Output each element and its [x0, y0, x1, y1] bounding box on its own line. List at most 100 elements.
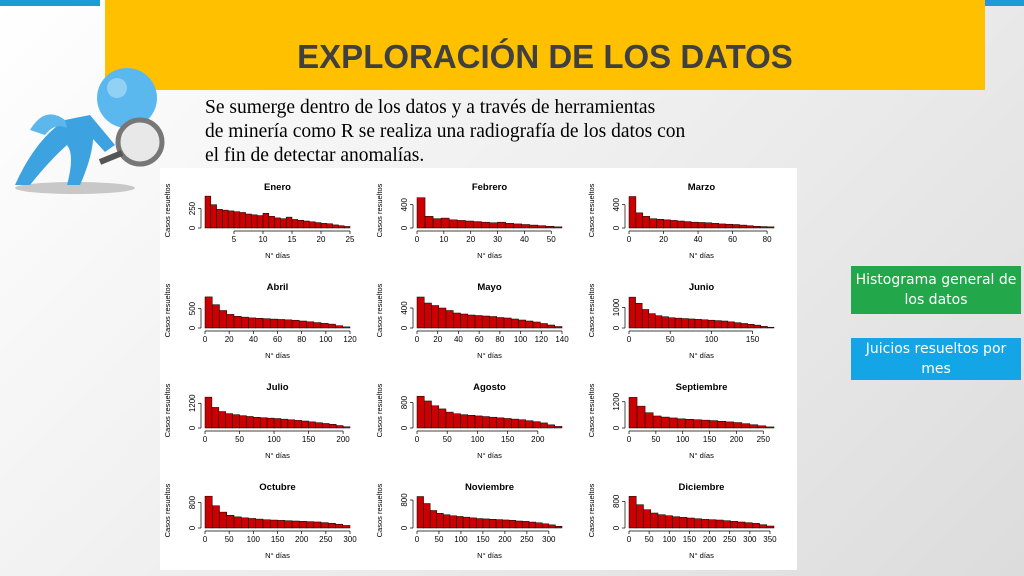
bar: [313, 521, 322, 529]
x-tick-label: 15: [288, 235, 297, 244]
x-tick-label: 0: [415, 435, 420, 444]
x-tick-label: 20: [225, 335, 234, 344]
bar: [759, 524, 767, 529]
bar: [218, 411, 226, 429]
x-tick-label: 200: [498, 535, 512, 544]
bar: [660, 416, 670, 429]
bar: [723, 520, 731, 529]
bar: [467, 415, 476, 429]
bar: [759, 226, 768, 229]
bar: [204, 195, 212, 229]
bar: [342, 426, 351, 429]
bar: [545, 226, 555, 229]
bar: [262, 212, 270, 229]
bar: [547, 324, 555, 329]
bar: [734, 322, 742, 329]
bar: [445, 310, 454, 329]
x-tick-label: 50: [225, 535, 234, 544]
button[interactable]: Histograma general de los datos: [851, 266, 1021, 314]
bar: [245, 213, 252, 229]
x-tick-label: 100: [514, 335, 528, 344]
bar: [277, 319, 285, 329]
bar: [445, 411, 454, 429]
bar: [541, 523, 550, 529]
bar: [335, 523, 343, 529]
bar: [535, 522, 543, 529]
y-tick-label: 800: [188, 495, 197, 509]
x-tick-label: 50: [435, 535, 444, 544]
bar: [460, 313, 468, 329]
bar: [746, 225, 754, 229]
x-tick-label: 60: [273, 335, 282, 344]
x-tick-label: 300: [343, 535, 357, 544]
bar: [727, 321, 735, 329]
bar: [661, 316, 669, 329]
bar: [681, 318, 689, 329]
bar: [554, 426, 563, 429]
y-axis-label: Casos resueltos: [587, 483, 596, 537]
x-tick-label: 20: [659, 235, 668, 244]
bar: [665, 515, 673, 529]
x-axis-label: N° días: [477, 351, 502, 360]
y-axis-label: Casos resueltos: [163, 183, 172, 237]
bar: [308, 421, 316, 429]
bar: [553, 226, 563, 229]
x-tick-label: 200: [336, 435, 350, 444]
bar: [644, 412, 654, 429]
x-tick-label: 150: [302, 435, 316, 444]
bar: [424, 302, 432, 329]
bar: [416, 395, 425, 429]
bar: [701, 519, 709, 529]
x-tick-label: 300: [542, 535, 556, 544]
bar: [457, 220, 466, 229]
x-tick-label: 20: [317, 235, 326, 244]
chart-title: Mayo: [477, 282, 501, 293]
x-tick-label: 0: [627, 435, 632, 444]
y-tick-label: 0: [400, 525, 409, 530]
bar: [513, 223, 522, 229]
body-line: de minería como R se realiza una radiogr…: [205, 121, 686, 142]
bar: [636, 504, 644, 529]
bar: [503, 418, 512, 429]
bar: [270, 519, 278, 529]
bar: [443, 514, 451, 529]
x-tick-label: 80: [297, 335, 306, 344]
bar: [677, 418, 686, 429]
bar: [326, 223, 333, 229]
bar: [416, 496, 424, 529]
bar: [448, 219, 458, 229]
bar: [204, 495, 213, 529]
bar: [717, 420, 726, 429]
bar: [259, 417, 268, 429]
y-tick-label: 1200: [188, 394, 197, 412]
bar: [628, 496, 637, 529]
y-tick-label: 0: [612, 525, 621, 530]
chart-title: Julio: [266, 382, 288, 393]
button[interactable]: Juicios resueltos por mes: [851, 338, 1021, 380]
bar: [227, 210, 235, 229]
y-tick-label: 0: [612, 225, 621, 230]
bar: [677, 220, 685, 229]
y-axis-label: Casos resueltos: [163, 383, 172, 437]
x-axis-label: N° días: [689, 451, 714, 460]
bar: [749, 424, 759, 429]
bar: [338, 225, 345, 229]
bar: [456, 516, 464, 529]
bar: [766, 226, 775, 229]
bar: [314, 222, 322, 229]
bar: [489, 519, 497, 529]
bar: [672, 516, 680, 529]
bar: [226, 515, 235, 529]
bar: [226, 314, 235, 329]
bar: [251, 214, 258, 229]
x-tick-label: 100: [705, 335, 719, 344]
x-tick-label: 0: [415, 335, 420, 344]
bar: [431, 305, 439, 329]
bar: [332, 224, 339, 229]
x-tick-label: 150: [683, 535, 697, 544]
bar: [511, 318, 519, 329]
bar: [239, 415, 247, 429]
bar: [429, 510, 438, 529]
bar: [268, 216, 275, 229]
body-line: Se sumerge dentro de los datos y a travé…: [205, 97, 656, 118]
